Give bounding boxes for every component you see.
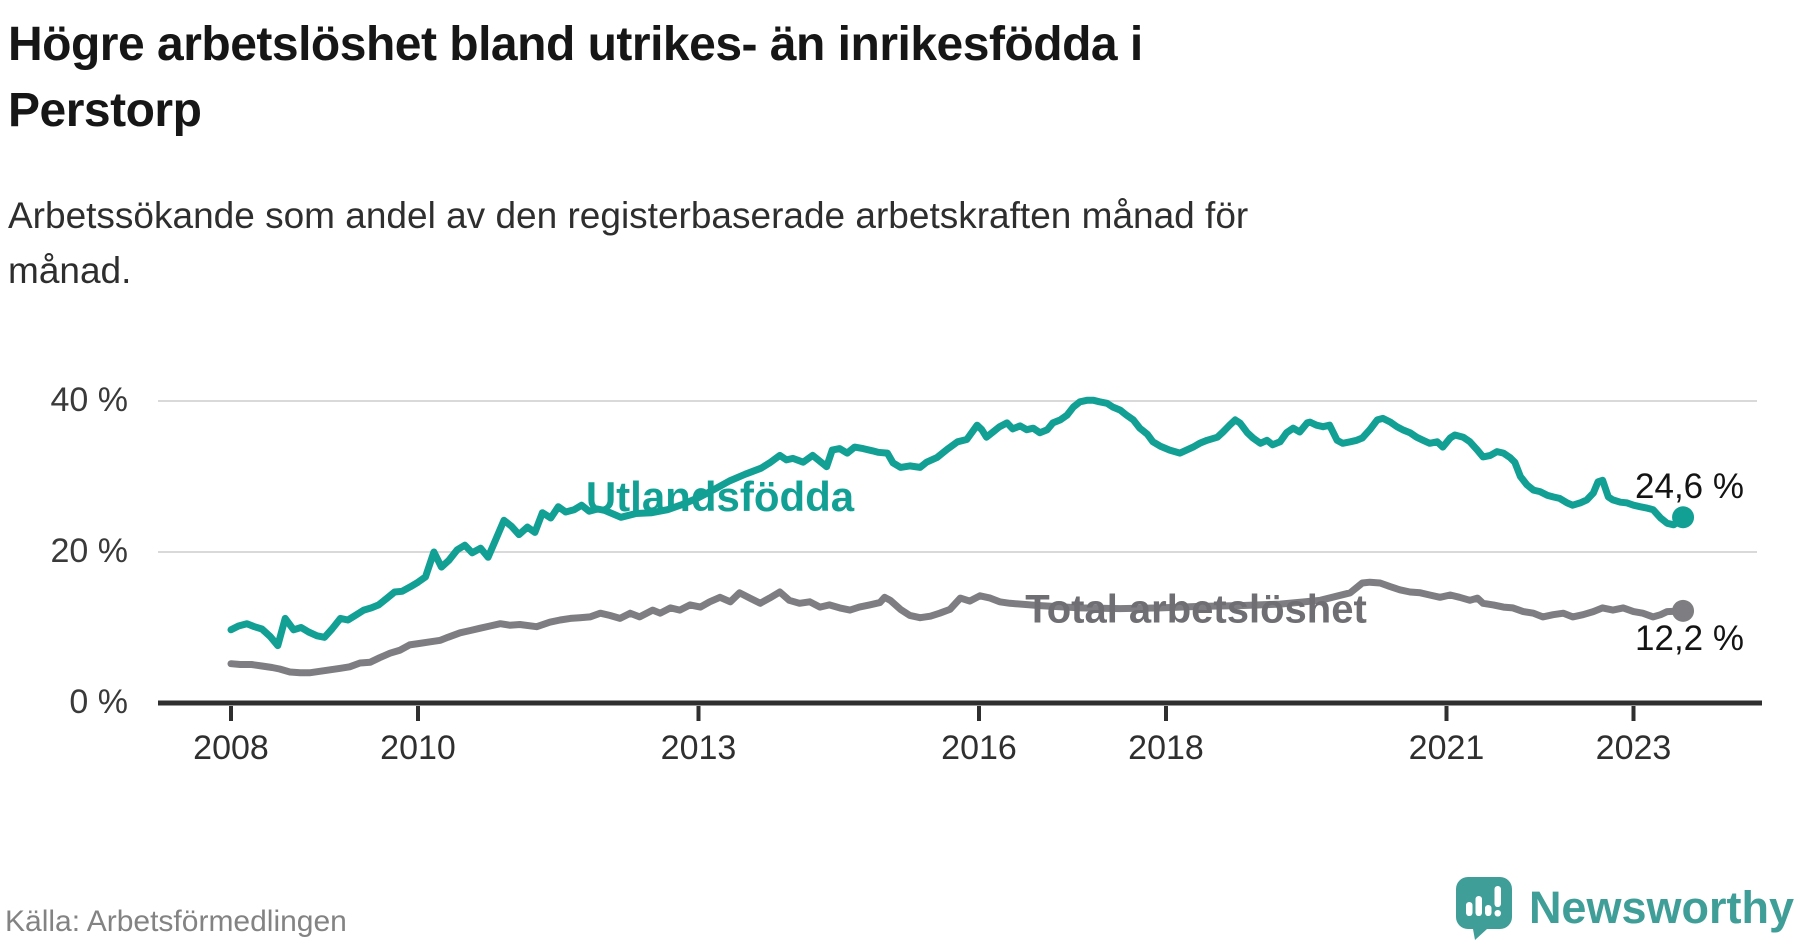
series-line-total: [227, 578, 1687, 677]
newsworthy-logo: Newsworthy: [1455, 876, 1794, 940]
exclamation-bar: [1494, 886, 1501, 907]
series-label-utlandsfodda: Utlandsfödda: [585, 473, 855, 520]
title-line-2: Perstorp: [8, 84, 202, 137]
y-tick-label: 40 %: [50, 381, 129, 419]
title-line-1: Högre arbetslöshet bland utrikes- än inr…: [8, 18, 1143, 71]
chart-subtitle: Arbetssökande som andel av den registerb…: [8, 188, 1468, 298]
y-tick-label: 20 %: [50, 532, 129, 570]
page-title: Högre arbetslöshet bland utrikes- än inr…: [8, 12, 1568, 144]
end-value-utlandsfodda: 24,6 %: [1635, 467, 1744, 506]
brand-name: Newsworthy: [1528, 882, 1794, 933]
bar-2: [1475, 896, 1482, 916]
x-tick-label: 2013: [660, 729, 737, 767]
subtitle-line-2: månad.: [8, 250, 132, 291]
bar-1: [1465, 902, 1473, 916]
x-tick-label: 2008: [193, 729, 269, 767]
x-tick-label: 2023: [1595, 729, 1672, 767]
exclamation-dot: [1494, 910, 1501, 917]
source-note: Källa: Arbetsförmedlingen: [5, 905, 347, 938]
speech-bubble-shape: [1455, 877, 1512, 940]
subtitle-line-1: Arbetssökande som andel av den registerb…: [8, 195, 1249, 236]
end-value-total-arbetsloshet: 12,2 %: [1635, 619, 1744, 658]
series-label-total-arbetsloshet: Total arbetslöshet: [1025, 587, 1367, 632]
y-tick-label: 0 %: [69, 683, 128, 721]
x-tick-label: 2021: [1408, 729, 1485, 767]
x-tick-label: 2010: [380, 729, 456, 767]
bar-3: [1484, 905, 1492, 916]
series-end-dot-total: [1672, 599, 1695, 622]
x-tick-label: 2018: [1128, 729, 1204, 767]
x-tick-label: 2016: [941, 729, 1017, 767]
newsworthy-logo-icon: [1455, 877, 1512, 940]
series-line-utlandsfodda: [227, 396, 1687, 650]
series-end-dot-utlandsfodda: [1672, 506, 1695, 529]
